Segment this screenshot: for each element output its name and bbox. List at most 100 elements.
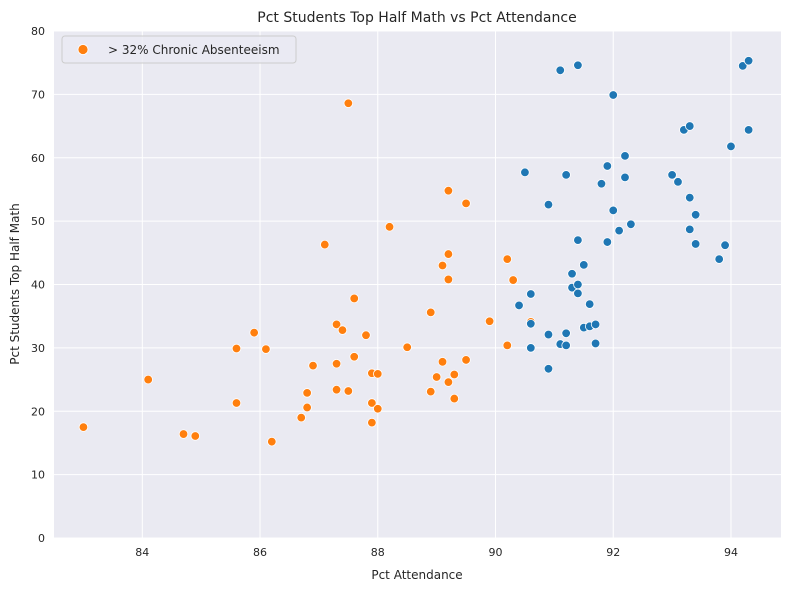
data-points [78,56,754,447]
data-point [443,249,454,259]
data-point [543,329,554,340]
data-point [596,179,607,189]
y-tick-label: 40 [31,279,45,292]
data-point [373,369,383,379]
data-point [437,357,448,367]
data-point [302,388,312,398]
y-tick-label: 60 [31,152,45,165]
legend-box [61,35,297,64]
data-point [320,239,330,250]
data-point [502,254,512,264]
y-tick-label: 70 [31,88,45,101]
data-point [743,125,754,135]
data-point [520,167,530,178]
data-point [331,319,342,330]
data-point [484,316,495,326]
data-point [178,429,189,439]
data-point [673,177,683,187]
data-point [602,161,613,171]
data-point [443,186,454,196]
x-tick-label: 88 [371,546,385,559]
data-point [143,374,153,385]
data-point [543,199,554,210]
data-point [573,235,583,245]
y-tick-label: 10 [31,469,45,482]
data-point [343,98,354,108]
y-tick-label: 80 [31,25,45,38]
data-point [685,121,695,131]
y-tick-labels: 0 10 20 30 40 50 60 70 80 [31,25,45,545]
data-point [449,369,459,380]
data-point [590,338,601,349]
data-point [343,386,354,396]
y-tick-label: 50 [31,215,45,228]
data-point [502,340,512,351]
data-point [431,372,442,382]
legend: > 32% Chronic Absenteeism [61,35,297,64]
data-point [590,319,601,330]
data-point [190,431,200,441]
data-point [449,393,459,404]
y-axis-label: Pct Students Top Half Math [8,203,22,365]
data-point [426,307,436,318]
data-point [384,222,395,232]
data-point [373,404,383,414]
data-point [249,327,259,338]
x-tick-label: 90 [488,546,502,559]
grid-lines [54,30,781,539]
data-point [561,328,571,338]
data-point [690,239,701,249]
data-point [567,269,577,279]
data-point [443,274,454,285]
data-point [555,65,565,75]
data-point [78,422,89,432]
x-tick-label: 86 [253,546,267,559]
data-point [526,289,536,299]
chart-title: Pct Students Top Half Math vs Pct Attend… [257,10,576,26]
data-point [308,360,318,371]
data-point [349,352,359,362]
data-point [267,436,277,447]
data-point [620,151,630,161]
data-point [461,198,471,209]
data-point [361,330,371,340]
data-point [614,225,624,236]
data-point [738,61,748,71]
data-point [720,240,730,250]
data-point [543,364,554,374]
data-point [261,344,271,354]
data-point [685,192,695,203]
data-point [584,299,595,309]
data-point [608,205,618,216]
data-point [231,398,242,408]
y-tick-label: 20 [31,405,45,418]
x-axis-label: Pct Attendance [371,568,462,582]
data-point [302,402,312,413]
legend-marker [77,44,89,55]
data-point [443,377,454,387]
data-point [726,141,736,152]
data-point [626,219,636,229]
x-tick-label: 94 [724,546,738,559]
data-point [579,260,589,270]
data-point [526,343,536,353]
x-tick-label: 92 [606,546,620,559]
data-point [573,288,583,299]
data-point [296,412,306,423]
data-point [667,170,677,180]
data-point [426,386,436,397]
data-point [367,417,377,428]
data-point [685,224,695,235]
data-point [573,60,583,70]
legend-label: > 32% Chronic Absenteeism [108,43,280,57]
data-point [608,90,618,100]
data-point [743,56,754,66]
data-point [337,325,348,335]
data-point [331,385,342,395]
data-point [620,172,630,183]
data-point [526,319,536,329]
data-point [508,275,518,285]
data-point [561,170,571,180]
